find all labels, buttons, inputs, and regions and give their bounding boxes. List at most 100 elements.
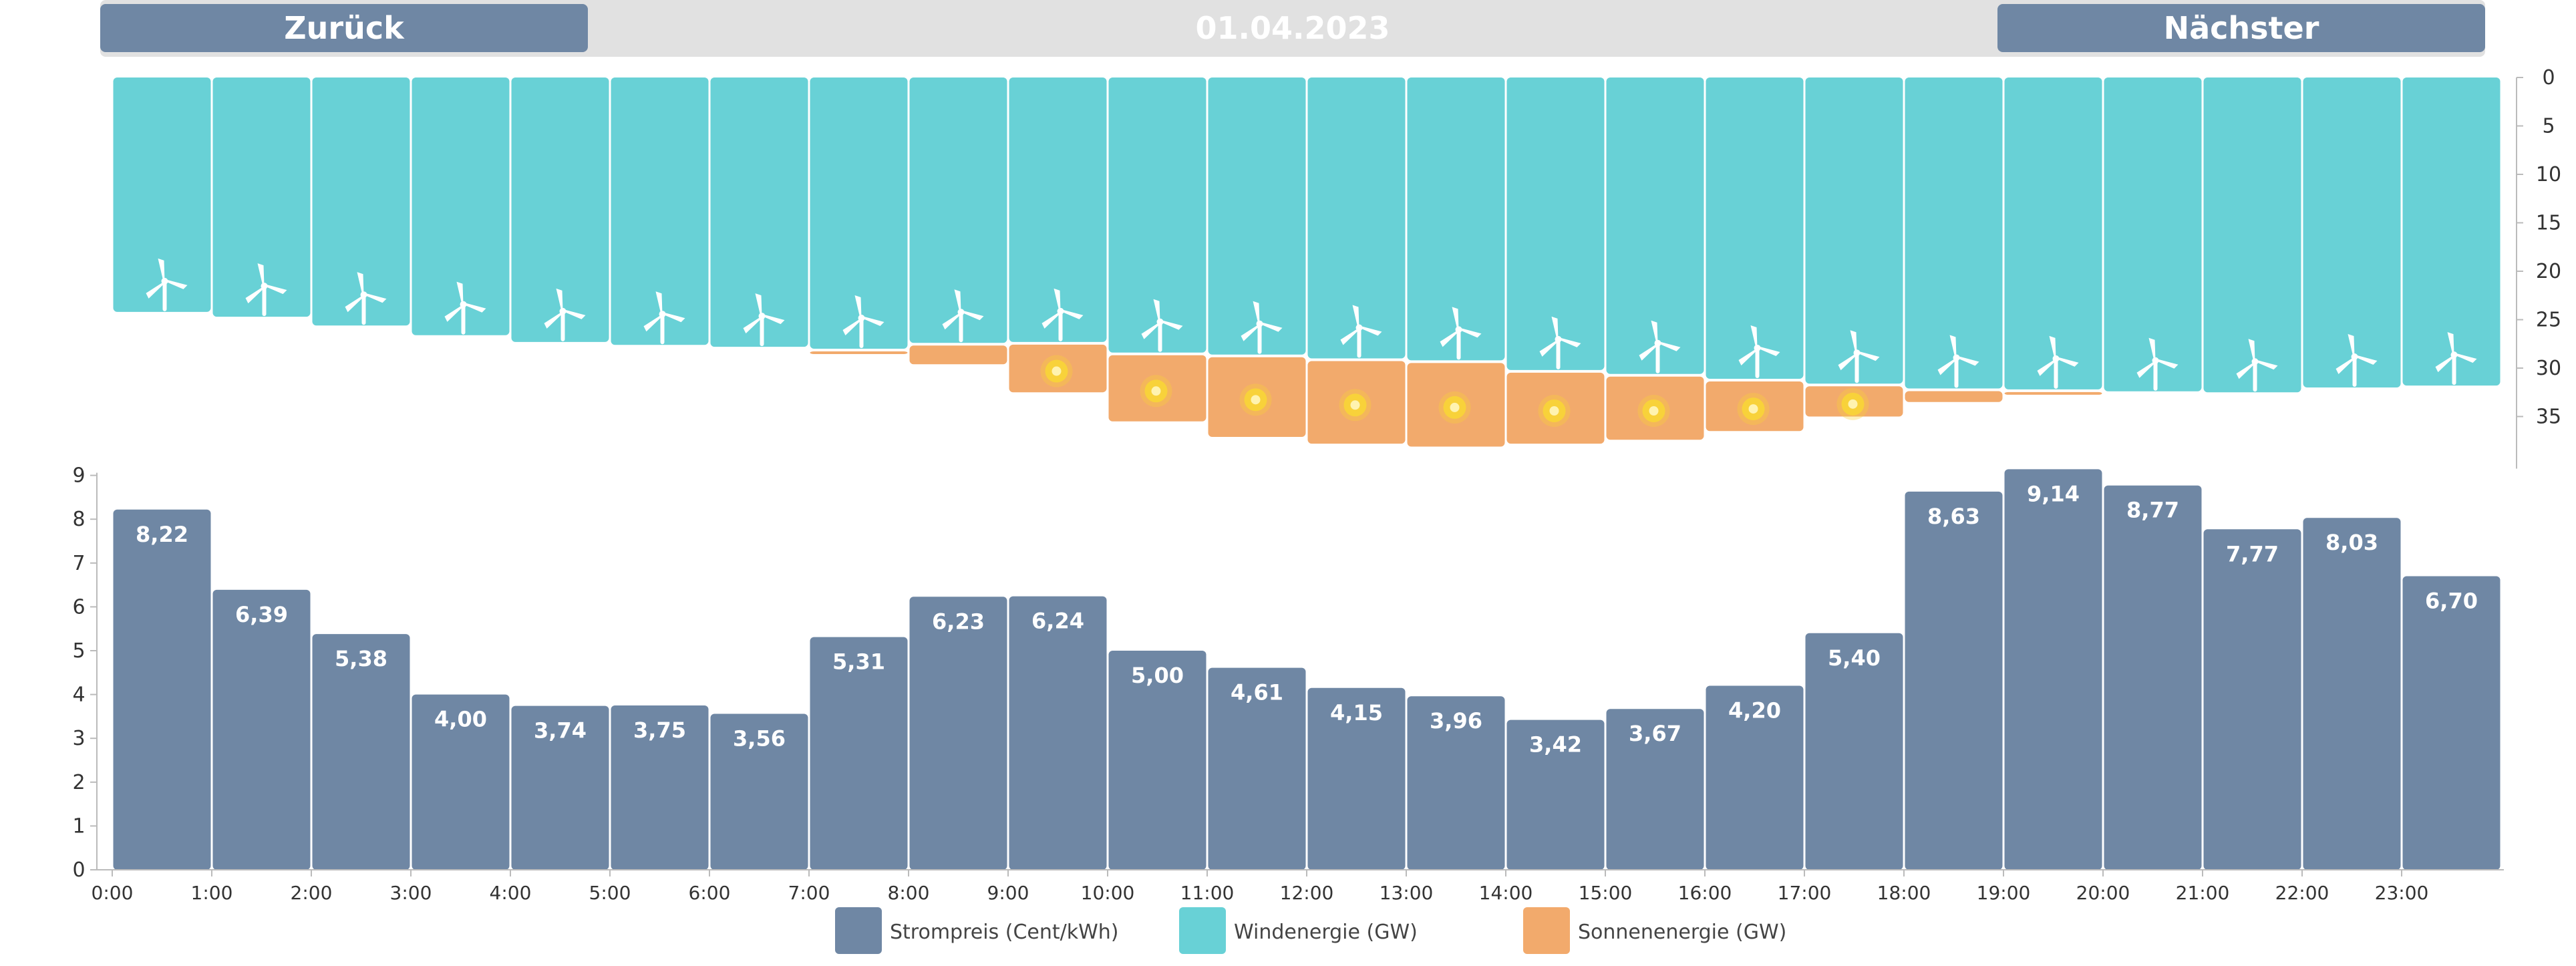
price-data-label: 4,61 [1231, 680, 1283, 705]
wind-bar [412, 77, 510, 335]
wind-bar [710, 77, 808, 347]
price-bar [1706, 685, 1804, 870]
price-data-label: 3,75 [633, 717, 686, 743]
price-bar [511, 705, 609, 870]
price-y-tick-label: 8 [72, 508, 85, 531]
price-bar [212, 589, 311, 870]
price-y-tick-label: 1 [72, 814, 85, 838]
legend-label: Strompreis (Cent/kWh) [890, 921, 1118, 944]
sun-icon [1836, 387, 1869, 420]
wind-bar [212, 77, 311, 317]
sun-icon [1538, 395, 1571, 427]
price-y-tick-label: 9 [72, 464, 85, 488]
sun-icon [1339, 389, 1372, 422]
sun-icon [1637, 395, 1670, 427]
x-tick-label: 3:00 [390, 882, 432, 904]
solar-bar [1905, 391, 2003, 402]
energy-y-tick-label: 25 [2536, 309, 2561, 332]
sun-icon [1737, 393, 1770, 426]
price-bar [810, 637, 908, 870]
wind-bar [1407, 77, 1505, 361]
wind-bar [2303, 77, 2401, 387]
wind-bar [1108, 77, 1206, 353]
price-bar [1307, 687, 1406, 870]
solar-bar [909, 345, 1007, 365]
price-bar [2303, 518, 2401, 870]
price-data-label: 6,24 [1031, 609, 1084, 634]
x-tick-label: 10:00 [1081, 882, 1135, 904]
price-data-label: 8,63 [1927, 504, 1980, 529]
energy-y-tick-label: 30 [2536, 357, 2561, 380]
legend-swatch [1179, 907, 1226, 954]
x-tick-label: 19:00 [1977, 882, 2031, 904]
wind-bar [2004, 77, 2102, 389]
wind-bar [1208, 77, 1306, 355]
price-bar [113, 509, 211, 870]
wind-bar [2104, 77, 2202, 391]
price-data-label: 7,77 [2226, 541, 2279, 567]
wind-bar [511, 77, 609, 342]
price-y-tick-label: 5 [72, 639, 85, 663]
x-tick-label: 4:00 [490, 882, 532, 904]
price-data-label: 5,31 [832, 649, 885, 675]
price-data-label: 8,77 [2126, 498, 2179, 523]
wind-bar [113, 77, 211, 312]
price-bar [312, 634, 410, 870]
price-data-label: 8,22 [136, 522, 188, 547]
sun-icon [1239, 383, 1272, 416]
legend-swatch [835, 907, 882, 954]
wind-bar [1706, 77, 1804, 379]
wind-bar [810, 77, 908, 349]
price-bar [1905, 491, 2003, 870]
wind-bar [909, 77, 1007, 343]
price-bar [710, 713, 808, 870]
x-tick-label: 23:00 [2375, 882, 2429, 904]
price-data-label: 8,03 [2325, 530, 2378, 555]
price-y-tick-label: 3 [72, 727, 85, 750]
energy-y-tick-label: 35 [2536, 406, 2561, 429]
energy-y-tick-label: 5 [2542, 115, 2555, 138]
price-data-label: 3,67 [1629, 721, 1681, 746]
sun-icon [1040, 355, 1073, 387]
legend-label: Sonnenenergie (GW) [1578, 921, 1786, 944]
energy-y-tick-label: 15 [2536, 212, 2561, 235]
x-tick-label: 16:00 [1678, 882, 1732, 904]
price-data-label: 3,96 [1430, 708, 1482, 734]
price-data-label: 5,38 [335, 646, 387, 671]
x-tick-label: 14:00 [1479, 882, 1533, 904]
solar-bar [810, 351, 908, 354]
price-data-label: 5,40 [1828, 645, 1881, 671]
x-tick-label: 0:00 [92, 882, 134, 904]
price-data-label: 3,42 [1529, 732, 1582, 758]
x-tick-label: 6:00 [689, 882, 731, 904]
wind-bar [1805, 77, 1903, 384]
price-data-label: 6,39 [235, 602, 288, 627]
price-bar [909, 597, 1007, 870]
price-bar [1108, 651, 1206, 870]
x-tick-label: 9:00 [987, 882, 1029, 904]
wind-bar [1606, 77, 1704, 374]
price-data-label: 4,20 [1728, 697, 1781, 723]
current-date-label: 01.04.2023 [1195, 10, 1390, 46]
prev-day-button[interactable]: Zurück [100, 4, 588, 52]
price-data-label: 9,14 [2027, 481, 2080, 506]
price-bar [1407, 696, 1505, 870]
next-day-button[interactable]: Nächster [1997, 4, 2485, 52]
price-y-tick-label: 4 [72, 683, 85, 707]
price-bar [1009, 596, 1107, 870]
price-y-tick-label: 2 [72, 771, 85, 794]
price-bar [2203, 529, 2301, 870]
wind-bar [2402, 77, 2501, 386]
x-tick-label: 5:00 [589, 882, 631, 904]
x-tick-label: 21:00 [2176, 882, 2230, 904]
x-tick-label: 20:00 [2076, 882, 2130, 904]
wind-bar [1307, 77, 1406, 359]
price-data-label: 6,70 [2425, 588, 2478, 613]
wind-bar [1506, 77, 1605, 370]
price-bar [1805, 633, 1903, 870]
x-tick-label: 11:00 [1180, 882, 1235, 904]
price-data-label: 3,56 [733, 726, 786, 751]
legend-label: Windenergie (GW) [1234, 921, 1418, 944]
price-data-label: 3,74 [534, 718, 587, 744]
